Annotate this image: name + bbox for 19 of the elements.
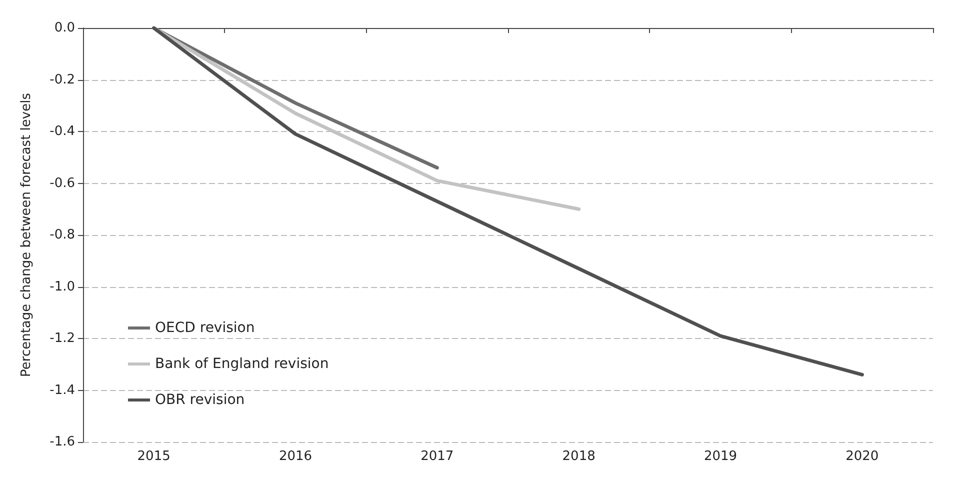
y-tick-label: -1.0 <box>50 279 75 294</box>
x-tick-label: 2016 <box>278 449 312 464</box>
legend-label: OECD revision <box>155 320 255 336</box>
y-tick-label: 0.0 <box>54 20 75 36</box>
x-tick-label: 2018 <box>562 449 596 464</box>
y-tick-label: -1.2 <box>50 331 75 346</box>
y-tick-label: -1.6 <box>50 434 75 450</box>
y-tick-label: -0.8 <box>50 228 75 242</box>
y-tick-label: -0.4 <box>50 124 75 139</box>
y-tick-label: -0.2 <box>50 72 75 88</box>
x-tick-label: 2019 <box>704 449 738 464</box>
y-tick-label: -0.6 <box>50 176 75 191</box>
x-tick-label: 2015 <box>137 449 170 464</box>
legend-label: OBR revision <box>155 392 245 408</box>
x-tick-label: 2017 <box>420 449 454 464</box>
legend-label: Bank of England revision <box>155 356 329 372</box>
x-tick-label: 2020 <box>846 449 879 464</box>
y-tick-label: -1.4 <box>50 382 75 398</box>
y-axis-title: Percentage change between forecast levels <box>19 92 34 377</box>
